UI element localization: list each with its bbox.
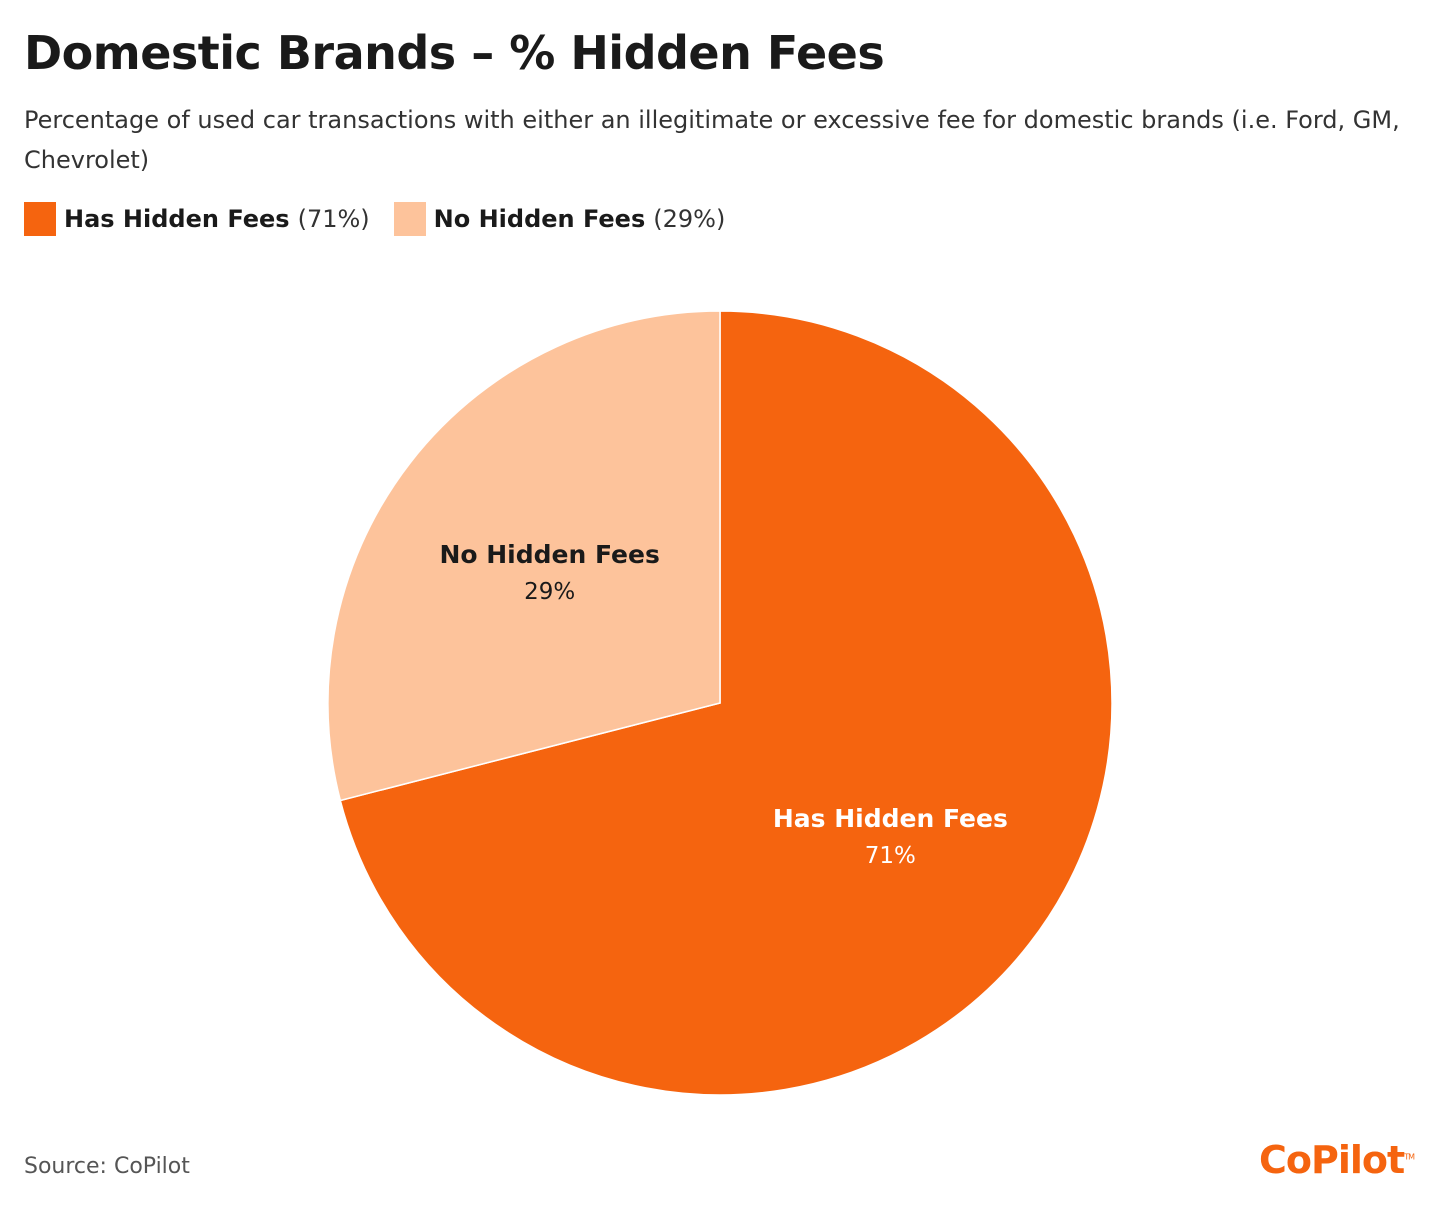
- slice-label-value: 71%: [865, 843, 916, 869]
- legend: Has Hidden Fees (71%) No Hidden Fees (29…: [24, 202, 749, 236]
- logo-tm: TM: [1404, 1152, 1415, 1162]
- legend-label: Has Hidden Fees: [64, 205, 290, 233]
- legend-percent: (29%): [653, 205, 726, 233]
- legend-label: No Hidden Fees: [433, 205, 646, 233]
- chart-subtitle: Percentage of used car transactions with…: [24, 106, 1400, 174]
- legend-swatch: [24, 202, 56, 236]
- legend-item-has-hidden-fees: Has Hidden Fees (71%): [24, 202, 370, 236]
- legend-item-no-hidden-fees: No Hidden Fees (29%): [393, 202, 726, 236]
- slice-label-value: 29%: [524, 579, 575, 605]
- slice-label-name: Has Hidden Fees: [773, 804, 1008, 833]
- logo-text: CoPilot: [1259, 1138, 1405, 1182]
- slice-label-name: No Hidden Fees: [439, 540, 659, 569]
- legend-percent: (71%): [297, 205, 370, 233]
- pie-slice-no-hidden-fees: [327, 310, 721, 802]
- chart-title: Domestic Brands – % Hidden Fees: [24, 26, 885, 80]
- copilot-logo: CoPilotTM: [1259, 1138, 1415, 1182]
- legend-swatch: [393, 202, 426, 236]
- pie-slice-has-hidden-fees: [339, 310, 1113, 1096]
- source-note: Source: CoPilot: [24, 1154, 190, 1179]
